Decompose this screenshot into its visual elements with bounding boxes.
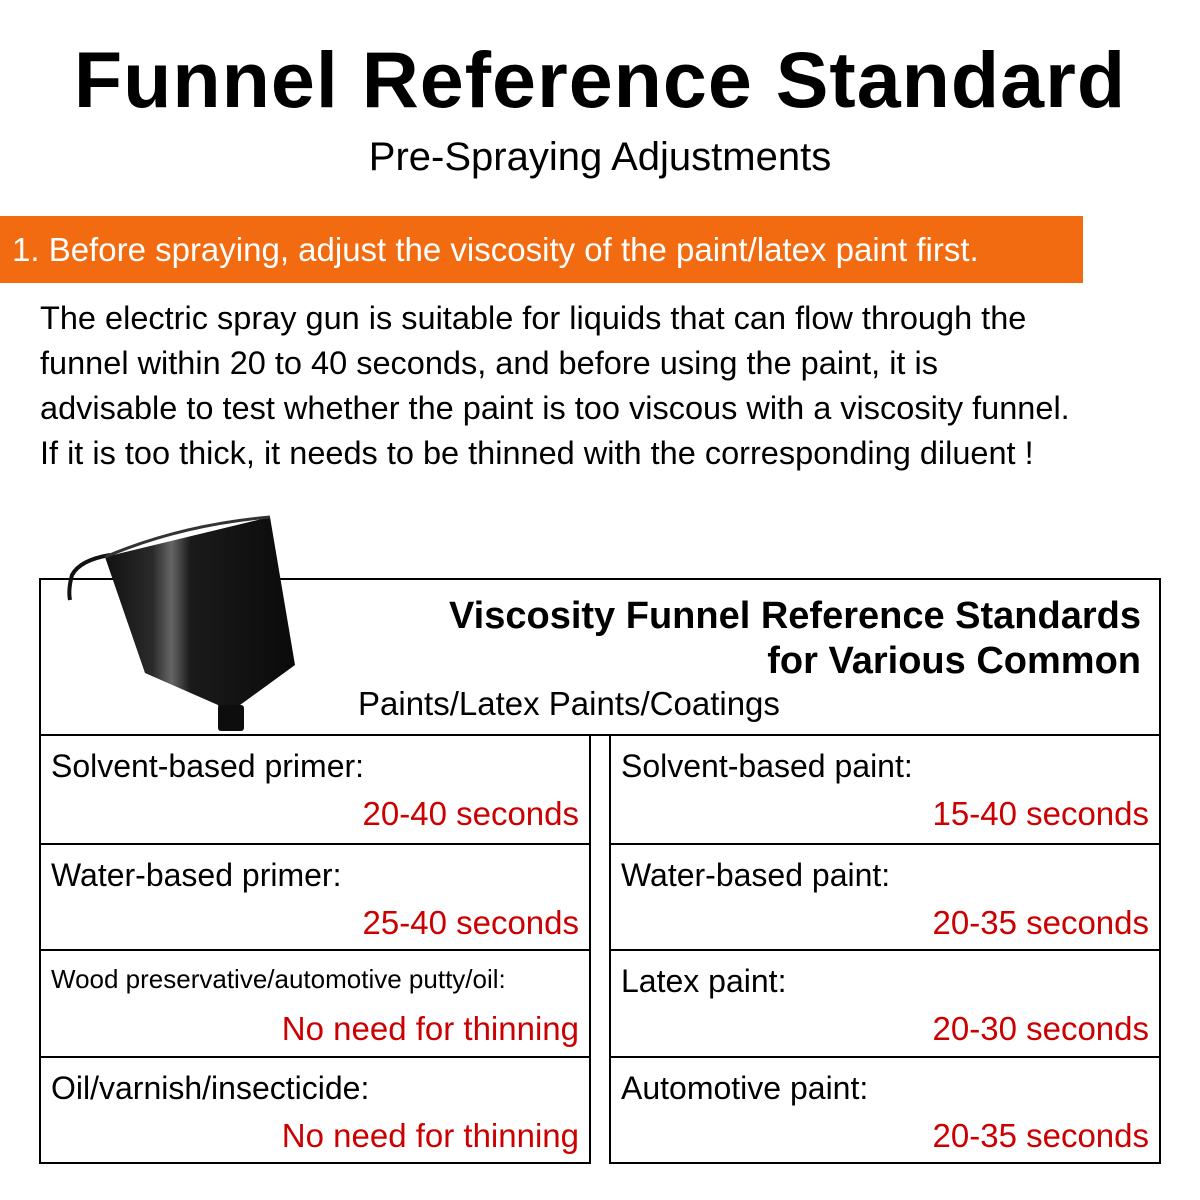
paint-type-label: Solvent-based primer:	[51, 748, 365, 784]
flow-time-value: No need for thinning	[281, 1116, 579, 1154]
table-row: Latex paint: 20-30 seconds	[611, 949, 1159, 1056]
paint-type-label: Latex paint:	[621, 963, 787, 999]
table-row: Automotive paint: 20-35 seconds	[611, 1055, 1159, 1163]
table-right-column: Solvent-based paint: 15-40 seconds Water-…	[609, 734, 1161, 1164]
table-header-box: Viscosity Funnel Reference Standards for…	[39, 578, 1161, 736]
page-title: Funnel Reference Standard	[73, 35, 1127, 124]
table-row: Water-based paint: 20-35 seconds	[611, 842, 1159, 950]
paint-type-label: Oil/varnish/insecticide:	[51, 1069, 370, 1106]
paragraph-line: funnel within 20 to 40 seconds, and befo…	[40, 345, 938, 381]
paint-type-label: Solvent-based paint:	[621, 748, 913, 784]
table-heading-line: Viscosity Funnel Reference Standards	[449, 595, 1141, 637]
paint-type-label: Water-based primer:	[51, 856, 342, 893]
paint-type-label: Water-based paint:	[621, 856, 891, 893]
table-row: Oil/varnish/insecticide: No need for thin…	[41, 1055, 589, 1163]
paragraph-line: The electric spray gun is suitable for l…	[40, 300, 1027, 336]
flow-time-value: 20-30 seconds	[932, 1010, 1149, 1047]
viscosity-funnel-image	[67, 515, 295, 731]
description-paragraph: The electric spray gun is suitable for l…	[40, 296, 1190, 476]
page-subtitle: Pre-Spraying Adjustments	[368, 135, 832, 179]
table-row: Water-based primer: 25-40 seconds	[41, 842, 589, 950]
table-row: Solvent-based paint: 15-40 seconds	[611, 736, 1159, 843]
table-row: Wood preservative/automotive putty/oil: N…	[41, 949, 589, 1056]
flow-time-value: 20-35 seconds	[932, 1116, 1149, 1154]
paint-type-label: Wood preservative/automotive putty/oil:	[51, 964, 506, 994]
table-heading: Viscosity Funnel Reference Standards for…	[449, 594, 1141, 684]
flow-time-value: 20-40 seconds	[362, 795, 579, 832]
table-subheading: Paints/Latex Paints/Coatings	[358, 685, 780, 722]
paragraph-line: If it is too thick, it needs to be thinn…	[40, 435, 1034, 471]
table-left-column: Solvent-based primer: 20-40 seconds Water…	[39, 734, 591, 1164]
step-banner: 1. Before spraying, adjust the viscosity…	[0, 216, 1083, 283]
flow-time-value: No need for thinning	[281, 1010, 579, 1047]
table-row: Solvent-based primer: 20-40 seconds	[41, 736, 589, 843]
flow-time-value: 25-40 seconds	[362, 903, 579, 941]
paint-type-label: Automotive paint:	[621, 1069, 869, 1106]
paragraph-line: advisable to test whether the paint is t…	[40, 390, 1070, 426]
flow-time-value: 20-35 seconds	[932, 903, 1149, 941]
flow-time-value: 15-40 seconds	[932, 795, 1149, 832]
table-heading-line: for Various Common	[767, 640, 1141, 682]
